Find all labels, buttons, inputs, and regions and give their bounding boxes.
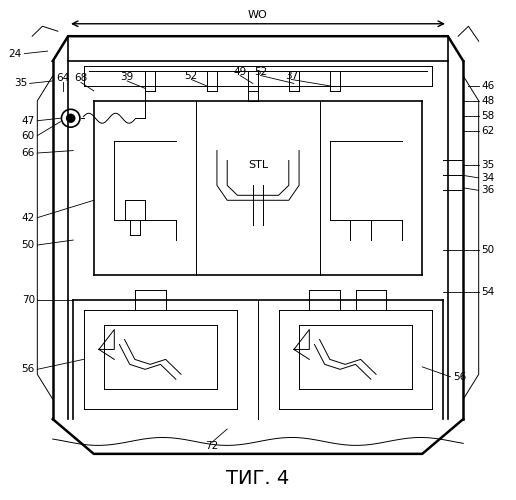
Text: 39: 39	[121, 72, 134, 82]
Text: 58: 58	[481, 111, 494, 120]
Text: 46: 46	[481, 81, 494, 91]
Circle shape	[67, 114, 75, 122]
Text: 47: 47	[22, 116, 35, 126]
Text: 68: 68	[74, 74, 88, 84]
Text: 62: 62	[481, 126, 494, 136]
Text: 56: 56	[22, 364, 35, 374]
Text: 54: 54	[481, 288, 494, 298]
Text: 35: 35	[14, 78, 27, 88]
Text: 56: 56	[453, 372, 466, 382]
Text: 49: 49	[233, 67, 247, 77]
Text: 24: 24	[9, 48, 22, 58]
Text: 34: 34	[481, 173, 494, 183]
Text: 64: 64	[56, 74, 70, 84]
Text: 36: 36	[481, 186, 494, 196]
Text: 42: 42	[22, 212, 35, 222]
Text: 35: 35	[481, 160, 494, 170]
Text: 72: 72	[205, 442, 218, 452]
Text: 66: 66	[22, 148, 35, 158]
Text: 52: 52	[185, 71, 198, 81]
Text: 50: 50	[22, 240, 35, 250]
Text: ΤИГ. 4: ΤИГ. 4	[227, 469, 289, 488]
Text: WO: WO	[248, 10, 268, 20]
Text: 52: 52	[254, 67, 267, 77]
Text: 37: 37	[285, 71, 298, 81]
Text: 70: 70	[22, 294, 35, 304]
Text: 60: 60	[22, 130, 35, 140]
Text: STL: STL	[248, 160, 268, 170]
Text: 50: 50	[481, 245, 494, 255]
Text: 48: 48	[481, 96, 494, 106]
